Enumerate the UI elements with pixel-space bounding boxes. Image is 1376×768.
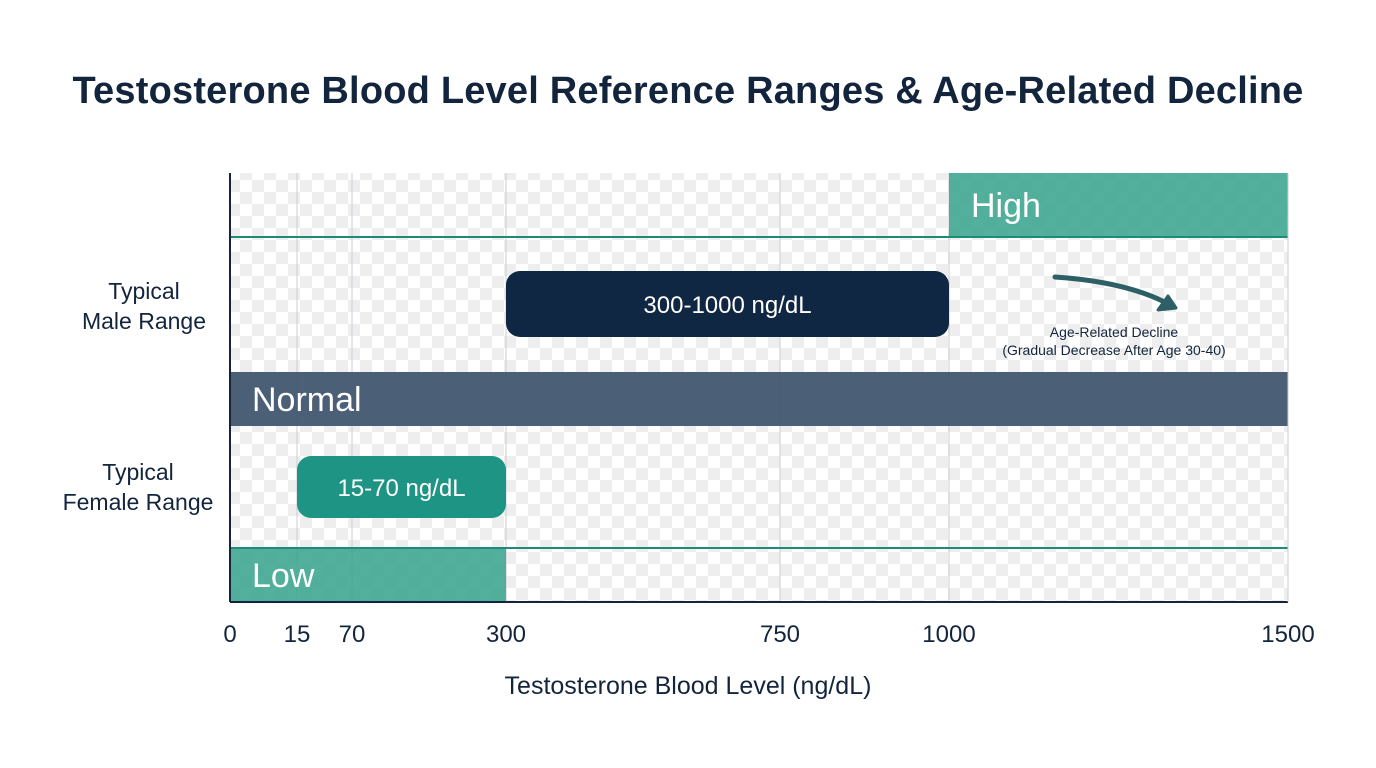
- x-tick-label: 0: [223, 621, 236, 648]
- x-tick-label: 1000: [922, 621, 975, 648]
- female-range-bar: [297, 456, 506, 518]
- male-range-bar-label: 300-1000 ng/dL: [643, 292, 811, 319]
- band-high: [949, 173, 1288, 237]
- chart-title: Testosterone Blood Level Reference Range…: [72, 70, 1304, 112]
- x-tick-label: 300: [486, 621, 526, 648]
- female-row-label: Typical Female Range: [52, 457, 224, 517]
- male-row-label: Typical Male Range: [60, 276, 228, 336]
- male-row-label-line2: Male Range: [81, 308, 207, 334]
- band-label-high: High: [971, 187, 1041, 225]
- x-axis-title: Testosterone Blood Level (ng/dL): [504, 672, 872, 700]
- decline-arrow-head: [1156, 294, 1178, 312]
- female-row-label-line1: Typical: [102, 459, 174, 485]
- male-row-label-line1: Typical: [108, 278, 180, 304]
- band-low: [230, 548, 506, 602]
- decline-note-line1: Age-Related Decline: [1050, 324, 1179, 340]
- male-range-bar: [506, 271, 949, 337]
- female-row-label-line2: Female Range: [62, 489, 214, 515]
- band-label-normal: Normal: [252, 381, 362, 419]
- decline-arrow-shaft: [1052, 274, 1175, 309]
- x-tick-label: 750: [760, 621, 800, 648]
- female-range-bar-label: 15-70 ng/dL: [337, 475, 465, 502]
- x-tick-label: 70: [339, 621, 366, 648]
- decline-note-line2: (Gradual Decrease After Age 30-40): [1002, 342, 1225, 358]
- x-tick-label: 1500: [1261, 621, 1314, 648]
- band-label-low: Low: [252, 557, 315, 595]
- x-tick-label: 15: [284, 621, 311, 648]
- band-normal: [230, 372, 1288, 426]
